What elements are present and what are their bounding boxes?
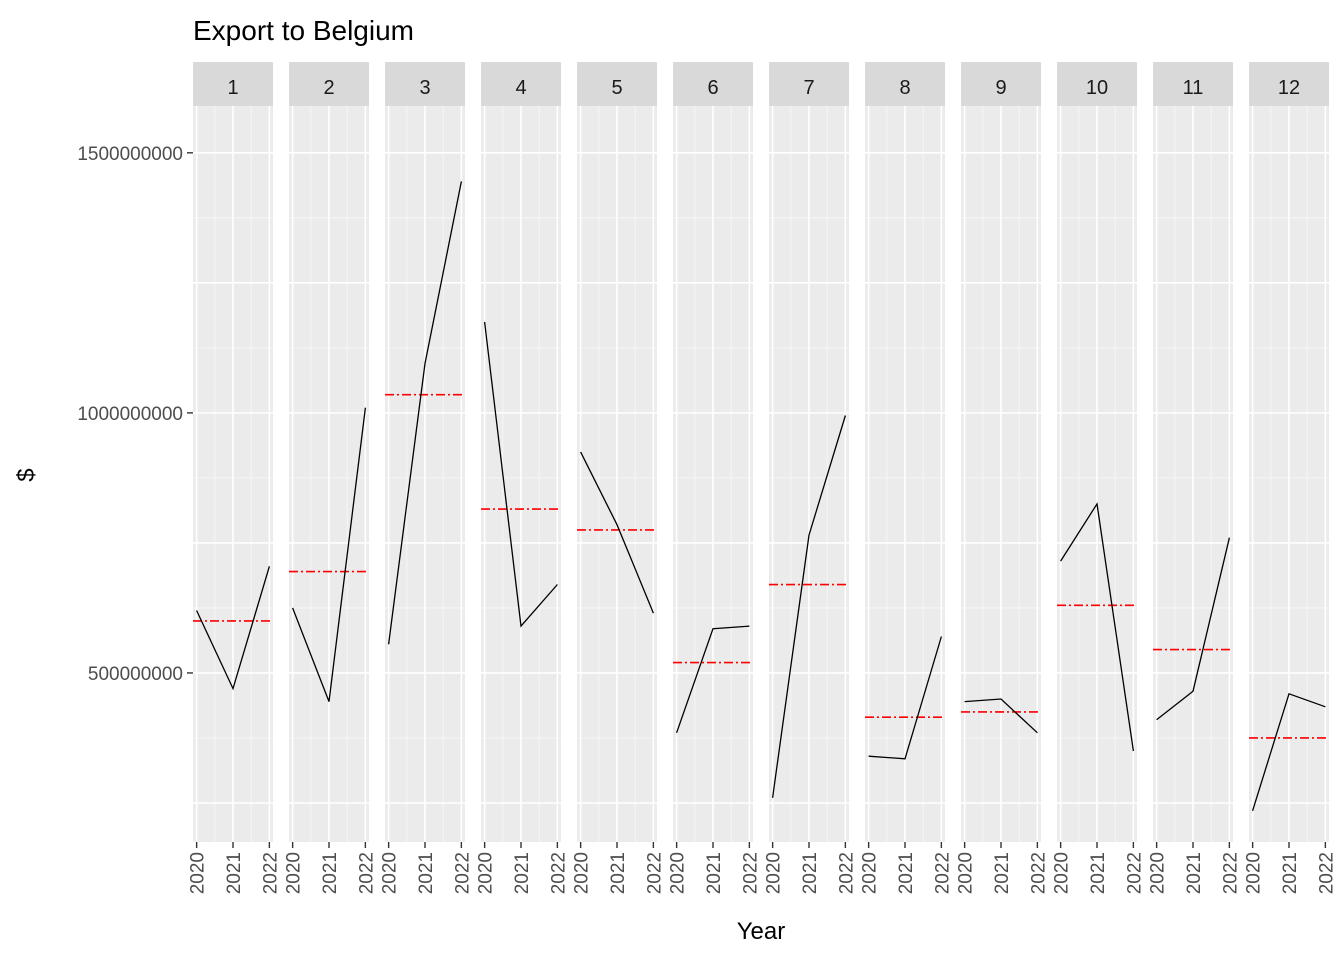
facet-strip: [1153, 62, 1233, 106]
y-tick-label: 1500000000: [77, 144, 183, 165]
y-axis: 500000000 1000000000 1500000000: [77, 144, 193, 685]
x-tick-label: 2021: [704, 852, 725, 894]
x-tick-label: 2020: [1052, 852, 1073, 894]
x-tick-label: 2022: [260, 852, 281, 894]
facet-strip: [385, 62, 465, 106]
x-tick-label: 2022: [932, 852, 953, 894]
facet-strip-label: 12: [1278, 77, 1300, 99]
series-line: [1156, 537, 1231, 721]
x-tick-label: 2021: [1088, 852, 1109, 894]
facet-panel: 12 2020 2021 2022: [1244, 62, 1337, 894]
x-tick-label: 2020: [284, 852, 305, 894]
facet-panel: 10 2020 2021 2022: [1052, 62, 1145, 894]
x-tick-label: 2020: [380, 852, 401, 894]
x-tick-label: 2021: [896, 852, 917, 894]
x-tick-label: 2020: [1244, 852, 1265, 894]
facet-strip-label: 7: [803, 77, 814, 99]
x-tick-label: 2022: [548, 852, 569, 894]
facet-panel: 4 2020 2021 2022: [476, 62, 569, 894]
x-tick-label: 2022: [740, 852, 761, 894]
series-line: [771, 415, 847, 798]
x-tick-label: 2021: [1280, 852, 1301, 894]
x-tick-label: 2022: [356, 852, 377, 894]
x-tick-label: 2022: [644, 852, 665, 894]
x-tick-label: 2020: [476, 852, 497, 894]
facet-strip: [577, 62, 657, 106]
facet-strip-label: 6: [707, 77, 718, 99]
series-line: [964, 698, 1038, 734]
facet-strip-label: 2: [323, 77, 334, 99]
series-line: [868, 636, 943, 760]
facet-panel: 6 2020 2021 2022: [668, 62, 761, 894]
facet-strip: [769, 62, 849, 106]
facet-panel: 3 2020 2021 2022: [380, 62, 473, 894]
series-line: [1060, 502, 1135, 752]
facet-strip-label: 11: [1183, 77, 1204, 99]
facet-strip: [481, 62, 561, 106]
facet-panel: 9 2020 2021 2022: [956, 62, 1049, 894]
facet-strip: [865, 62, 945, 106]
x-axis-title: Year: [737, 918, 786, 945]
facet-strip-label: 4: [515, 77, 526, 99]
facet-strip: [1249, 62, 1329, 106]
x-tick-label: 2020: [1148, 852, 1169, 894]
x-tick-label: 2022: [1028, 852, 1049, 894]
facet-panel: 11 2020 2021 2022: [1148, 62, 1241, 894]
x-tick-label: 2021: [416, 852, 437, 894]
x-tick-label: 2021: [1184, 852, 1205, 894]
facet-panel: 5 2020 2021 2022: [572, 62, 665, 894]
chart-title: Export to Belgium: [193, 15, 414, 46]
x-tick-label: 2021: [800, 852, 821, 894]
series-line: [291, 407, 367, 702]
x-tick-label: 2020: [956, 852, 977, 894]
x-tick-label: 2021: [512, 852, 533, 894]
facet-panel: 1 2020 2021 2022: [188, 62, 281, 894]
x-tick-label: 2021: [320, 852, 341, 894]
facet-strip: [1057, 62, 1137, 106]
facet-strip-label: 1: [227, 77, 238, 99]
series-line: [1251, 692, 1326, 811]
x-tick-label: 2022: [1316, 852, 1337, 894]
series-line: [580, 451, 655, 614]
facet-strip: [289, 62, 369, 106]
y-tick-label: 1000000000: [77, 404, 183, 425]
facet-strip-label: 3: [419, 77, 430, 99]
y-tick-label: 500000000: [88, 664, 183, 685]
x-tick-label: 2020: [668, 852, 689, 894]
facet-panel: 8 2020 2021 2022: [860, 62, 953, 894]
series-line: [483, 321, 558, 628]
x-tick-label: 2021: [224, 852, 245, 894]
series-line: [675, 625, 750, 734]
facet-strip: [673, 62, 753, 106]
facet-panel: 7 2020 2021 2022: [764, 62, 857, 894]
x-tick-label: 2020: [572, 852, 593, 894]
y-axis-title: $: [13, 468, 40, 481]
facet-strip-label: 10: [1086, 77, 1108, 99]
series-line: [196, 566, 271, 691]
x-tick-label: 2022: [452, 852, 473, 894]
x-tick-label: 2020: [188, 852, 209, 894]
series-line: [387, 181, 463, 645]
facet-strip-label: 5: [611, 77, 622, 99]
facet-strip: [193, 62, 273, 106]
facet-strip: [961, 62, 1041, 106]
x-tick-label: 2022: [836, 852, 857, 894]
x-tick-label: 2020: [860, 852, 881, 894]
facet-strip-label: 8: [899, 77, 910, 99]
facet-strip-label: 9: [995, 77, 1006, 99]
x-tick-label: 2022: [1124, 852, 1145, 894]
x-tick-label: 2022: [1220, 852, 1241, 894]
facet-panel: 2 2020 2021 2022: [284, 62, 377, 894]
x-tick-label: 2020: [764, 852, 785, 894]
x-tick-label: 2021: [992, 852, 1013, 894]
x-tick-label: 2021: [608, 852, 629, 894]
